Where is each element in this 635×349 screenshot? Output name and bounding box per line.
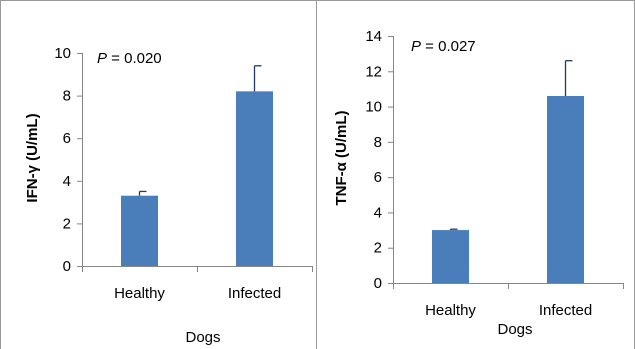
bar-healthy-tnf <box>432 230 469 283</box>
y-tick-label-tnf: 10 <box>365 99 382 116</box>
p-symbol-tnf: P <box>411 38 421 55</box>
y-tick-label-ifn: 2 <box>63 215 71 232</box>
plot-area-tnf: 0 2 4 6 8 10 12 14 Healthy Infected <box>365 28 624 319</box>
y-tick-label-tnf: 6 <box>374 169 382 186</box>
y-tick-label-tnf: 2 <box>374 240 382 257</box>
y-axis-label-tnf: TNF-α (U/mL) <box>333 110 350 205</box>
x-tick-label-healthy-ifn: Healthy <box>114 285 165 302</box>
y-tick-label-ifn: 10 <box>54 45 71 62</box>
annotation-p-value-tnf: P = 0.027 <box>411 38 476 55</box>
chart-tnf-alpha: TNF-α (U/mL) P = 0.027 Dogs 0 2 4 6 8 10 12 14 H… <box>333 28 624 338</box>
plot-area-ifn: 0 2 4 6 8 10 Healthy Infected <box>54 45 313 302</box>
p-value-text-tnf: = 0.027 <box>421 38 476 55</box>
y-tick-label-tnf: 14 <box>365 28 382 45</box>
x-tick-label-healthy-tnf: Healthy <box>425 302 476 319</box>
y-tick-label-tnf: 0 <box>374 275 382 292</box>
x-tick-label-infected-ifn: Infected <box>228 285 281 302</box>
y-tick-label-tnf: 4 <box>374 204 382 221</box>
p-symbol-ifn: P <box>97 50 107 67</box>
y-axis-label-ifn: IFN-γ (U/mL) <box>24 113 41 202</box>
y-tick-label-ifn: 6 <box>63 130 71 147</box>
bar-infected-tnf <box>547 95 584 283</box>
x-tick-label-infected-tnf: Infected <box>539 302 592 319</box>
x-axis-title-tnf: Dogs <box>497 321 532 338</box>
chart-ifn-gamma: IFN-γ (U/mL) P = 0.020 Dogs 0 2 4 6 8 10 Healt… <box>24 45 313 346</box>
y-tick-label-ifn: 4 <box>63 173 71 190</box>
y-tick-label-ifn: 8 <box>63 88 71 105</box>
bar-infected-ifn <box>236 91 273 266</box>
p-value-text-ifn: = 0.020 <box>107 50 162 67</box>
x-axis-title-ifn: Dogs <box>185 329 220 346</box>
y-tick-label-tnf: 8 <box>374 134 382 151</box>
y-tick-label-tnf: 12 <box>365 63 382 80</box>
annotation-p-value-ifn: P = 0.020 <box>97 50 162 67</box>
y-tick-label-ifn: 0 <box>63 258 71 275</box>
bar-healthy-ifn <box>121 195 158 266</box>
